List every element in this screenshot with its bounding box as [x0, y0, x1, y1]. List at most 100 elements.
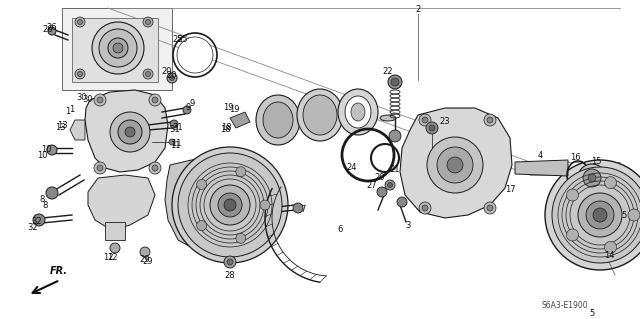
Circle shape — [545, 160, 640, 270]
Circle shape — [145, 19, 150, 25]
Polygon shape — [72, 18, 158, 82]
Text: 30: 30 — [77, 93, 87, 102]
Text: 26: 26 — [43, 26, 53, 34]
Text: 2: 2 — [415, 5, 420, 14]
Text: 21: 21 — [390, 166, 400, 174]
Circle shape — [588, 174, 596, 182]
Circle shape — [422, 117, 428, 123]
Text: 12: 12 — [107, 254, 117, 263]
Circle shape — [170, 120, 178, 128]
Circle shape — [169, 139, 175, 145]
Text: 19: 19 — [228, 105, 239, 114]
Polygon shape — [88, 175, 155, 228]
Circle shape — [196, 220, 207, 231]
Ellipse shape — [570, 164, 586, 186]
Circle shape — [110, 243, 120, 253]
Text: 17: 17 — [505, 186, 515, 195]
Ellipse shape — [263, 102, 293, 138]
Circle shape — [426, 122, 438, 134]
Circle shape — [113, 43, 123, 53]
Text: 20: 20 — [167, 71, 177, 80]
Ellipse shape — [345, 96, 371, 128]
Text: 25: 25 — [173, 35, 183, 44]
Circle shape — [391, 78, 399, 86]
Text: 10: 10 — [36, 151, 47, 160]
Text: 32: 32 — [28, 222, 38, 232]
Circle shape — [33, 214, 45, 226]
Circle shape — [152, 97, 158, 103]
Circle shape — [388, 75, 402, 89]
Circle shape — [75, 69, 85, 79]
Text: 9: 9 — [186, 103, 191, 113]
Polygon shape — [400, 108, 512, 218]
Circle shape — [236, 167, 246, 177]
Text: 11: 11 — [170, 142, 180, 151]
Circle shape — [484, 114, 496, 126]
Circle shape — [149, 94, 161, 106]
Circle shape — [348, 135, 388, 175]
Circle shape — [605, 177, 616, 189]
Text: 4: 4 — [538, 151, 543, 160]
Text: 8: 8 — [42, 201, 48, 210]
Circle shape — [47, 145, 57, 155]
Polygon shape — [165, 158, 268, 255]
Circle shape — [118, 120, 142, 144]
Text: 8: 8 — [39, 196, 45, 204]
Circle shape — [99, 29, 137, 67]
Circle shape — [77, 19, 83, 25]
Text: 29: 29 — [143, 257, 153, 266]
Circle shape — [586, 201, 614, 229]
Circle shape — [429, 125, 435, 131]
Circle shape — [566, 229, 579, 241]
Text: 19: 19 — [223, 103, 233, 113]
Text: 7: 7 — [300, 205, 306, 214]
Polygon shape — [105, 222, 125, 240]
Circle shape — [236, 233, 246, 243]
Polygon shape — [515, 160, 568, 176]
Circle shape — [437, 147, 473, 183]
Circle shape — [578, 164, 606, 192]
Circle shape — [143, 69, 153, 79]
Circle shape — [422, 205, 428, 211]
Circle shape — [487, 117, 493, 123]
Circle shape — [377, 187, 387, 197]
Text: 6: 6 — [337, 226, 342, 234]
Circle shape — [178, 153, 282, 257]
Text: 9: 9 — [189, 100, 195, 108]
Polygon shape — [230, 112, 250, 128]
Ellipse shape — [338, 89, 378, 135]
Text: 32: 32 — [32, 218, 42, 226]
Circle shape — [48, 27, 56, 35]
Circle shape — [552, 167, 640, 263]
Circle shape — [385, 180, 395, 190]
Text: 15: 15 — [591, 158, 601, 167]
Circle shape — [152, 165, 158, 171]
Text: 18: 18 — [220, 125, 230, 135]
Circle shape — [427, 137, 483, 193]
Circle shape — [593, 208, 607, 222]
Text: 22: 22 — [383, 68, 393, 77]
Circle shape — [172, 147, 288, 263]
Circle shape — [227, 259, 233, 265]
Text: 28: 28 — [225, 271, 236, 279]
Text: 31: 31 — [170, 125, 180, 135]
Circle shape — [605, 241, 616, 253]
Text: 3: 3 — [405, 220, 411, 229]
Text: 13: 13 — [54, 123, 65, 132]
Text: 29: 29 — [140, 256, 150, 264]
Text: 1: 1 — [69, 106, 75, 115]
Polygon shape — [70, 120, 85, 140]
Circle shape — [566, 189, 579, 201]
Text: 12: 12 — [103, 254, 113, 263]
Circle shape — [210, 185, 250, 225]
Circle shape — [447, 157, 463, 173]
Circle shape — [628, 209, 640, 221]
Circle shape — [578, 193, 622, 237]
Circle shape — [97, 97, 103, 103]
Circle shape — [218, 193, 242, 217]
Circle shape — [419, 114, 431, 126]
Circle shape — [143, 17, 153, 27]
Circle shape — [196, 179, 207, 189]
Circle shape — [419, 202, 431, 214]
Bar — [62, 8, 172, 90]
